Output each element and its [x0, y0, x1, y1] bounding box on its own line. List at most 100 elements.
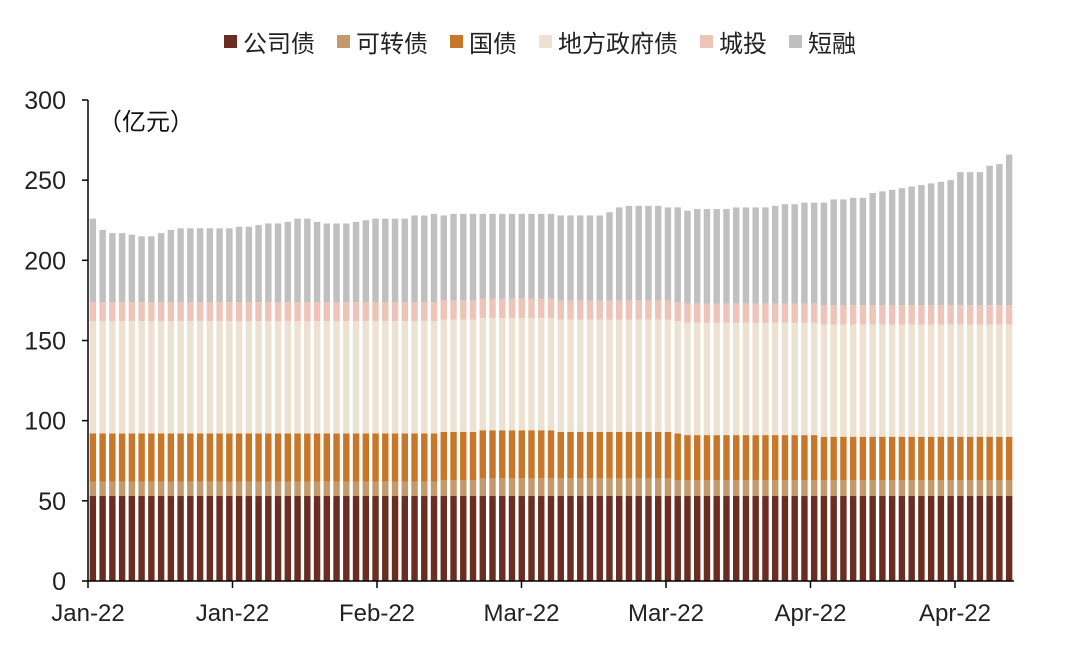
bar-segment-s5-73 [801, 202, 808, 304]
y-tick-label-6: 300 [24, 87, 66, 115]
bar-segment-s3-76 [830, 324, 837, 437]
bar-segment-s5-82 [888, 189, 896, 306]
bar-segment-s1-77 [840, 479, 847, 497]
bar-segment-s2-0 [89, 433, 97, 482]
bar-segment-s2-55 [625, 431, 633, 479]
bar-segment-s2-50 [577, 431, 584, 479]
bar-segment-s1-84 [908, 479, 915, 497]
bar-segment-s2-14 [226, 433, 233, 482]
bar-segment-s3-39 [469, 319, 477, 432]
bar-segment-s0-77 [840, 496, 847, 581]
bar-segment-s0-21 [294, 496, 301, 581]
bar-segment-s0-26 [343, 496, 350, 581]
bar-segment-s1-70 [771, 479, 779, 497]
bar-segment-s1-91 [976, 479, 984, 497]
bar-segment-s0-84 [908, 496, 915, 581]
bar-segment-s0-47 [547, 496, 555, 581]
bar-segment-s4-45 [528, 298, 535, 319]
bar-segment-s0-6 [148, 496, 155, 581]
bar-segment-s0-56 [635, 496, 642, 581]
bar-segment-s1-13 [216, 481, 223, 497]
bar-segment-s0-78 [849, 496, 857, 581]
bar-segment-s1-0 [89, 481, 97, 497]
bar-segment-s2-31 [391, 433, 399, 482]
bar-segment-s0-94 [1005, 496, 1013, 581]
bar-segment-s3-40 [479, 318, 486, 431]
legend-label: 可转债 [356, 30, 428, 58]
bar-segment-s5-54 [616, 207, 623, 301]
bar-segment-s0-62 [693, 496, 701, 581]
bar-segment-s3-30 [382, 321, 389, 434]
bar-segment-s1-22 [304, 481, 311, 497]
bar-segment-s0-18 [265, 496, 272, 581]
bar-segment-s5-10 [187, 228, 194, 303]
bar-segment-s3-47 [547, 318, 555, 431]
bar-segment-s5-29 [372, 218, 379, 303]
bar-segment-s3-17 [255, 321, 262, 434]
bar-segment-s3-41 [489, 318, 496, 431]
bar-segment-s1-48 [557, 478, 564, 497]
bar-segment-s2-19 [274, 433, 282, 482]
bar-segment-s4-18 [265, 302, 272, 322]
bar-segment-s0-85 [918, 496, 925, 581]
bar-segment-s0-63 [703, 496, 711, 581]
bar-segment-s2-22 [304, 433, 311, 482]
bar-segment-s4-29 [372, 302, 379, 322]
x-tick-label-2: Feb-22 [339, 600, 415, 627]
bar-segment-s5-9 [177, 228, 184, 303]
bar-segment-s5-83 [898, 188, 906, 306]
legend-item-地方政府债: 地方政府债 [539, 24, 678, 59]
x-tick-label-6: Apr-22 [919, 600, 991, 627]
bar-segment-s5-50 [577, 215, 584, 301]
bar-segment-s3-69 [762, 322, 769, 436]
bar-segment-s4-1 [99, 302, 106, 322]
bar-segment-s2-47 [547, 430, 555, 479]
bar-segment-s1-12 [206, 481, 214, 497]
bar-segment-s3-23 [313, 321, 321, 434]
bar-segment-s1-8 [167, 481, 175, 497]
bar-segment-s2-64 [713, 435, 720, 480]
bar-segment-s3-73 [801, 322, 808, 436]
bar-segment-s3-10 [187, 321, 194, 434]
bar-segment-s0-5 [138, 496, 145, 581]
bar-segment-s2-44 [518, 430, 525, 479]
bar-segment-s0-10 [187, 496, 194, 581]
bar-segment-s4-77 [840, 305, 847, 325]
y-tick-label-0: 0 [52, 568, 66, 596]
bar-segment-s3-25 [333, 321, 340, 434]
bar-segment-s0-17 [255, 496, 262, 581]
bar-segment-s3-35 [430, 321, 438, 434]
bar-segment-s1-53 [606, 478, 613, 497]
bar-segment-s1-4 [128, 481, 136, 497]
bar-segment-s5-63 [703, 209, 711, 304]
bar-segment-s1-82 [888, 479, 896, 497]
bar-segment-s4-9 [177, 302, 184, 322]
bar-segment-s4-49 [567, 300, 574, 320]
bar-segment-s5-57 [645, 205, 652, 301]
bar-segment-s4-41 [489, 298, 496, 319]
bar-segment-s3-8 [167, 321, 175, 434]
bar-segment-s1-58 [655, 478, 662, 497]
bar-segment-s2-58 [655, 431, 662, 479]
bar-segment-s1-37 [450, 479, 457, 497]
bar-segment-s2-36 [440, 431, 447, 480]
bar-segment-s0-65 [723, 496, 730, 581]
bar-segment-s1-49 [567, 478, 574, 497]
bar-segment-s4-93 [996, 305, 1003, 325]
bar-segment-s1-39 [469, 479, 477, 497]
y-tick-label-3: 150 [24, 328, 66, 356]
bar-segment-s3-22 [304, 321, 311, 434]
bar-segment-s0-34 [421, 496, 428, 581]
bar-segment-s1-74 [810, 479, 818, 497]
bar-segment-s1-17 [255, 481, 262, 497]
bar-segment-s0-36 [440, 496, 447, 581]
y-tick-label-1: 50 [38, 488, 66, 516]
bar-segment-s4-84 [908, 305, 915, 325]
bar-segment-s0-49 [567, 496, 574, 581]
bar-segment-s3-43 [508, 318, 516, 431]
bar-segment-s2-71 [781, 435, 789, 480]
bar-segment-s3-79 [859, 324, 867, 437]
legend-label: 城投 [719, 30, 767, 58]
bar-segment-s2-16 [245, 433, 253, 482]
bar-segment-s2-54 [616, 431, 623, 479]
